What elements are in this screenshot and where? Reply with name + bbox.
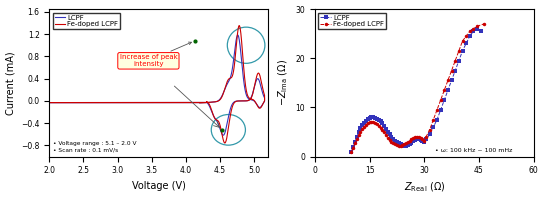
- LCPF: [243, 94, 250, 96]
- Line: Fe-doped LCPF: Fe-doped LCPF: [50, 26, 264, 143]
- Line: Fe-doped LCPF: Fe-doped LCPF: [350, 22, 486, 153]
- LCPF: [348, 150, 355, 153]
- Fe-doped LCPF: [200, 101, 207, 104]
- X-axis label: $Z_\mathregular{Real}$ $(\Omega)$: $Z_\mathregular{Real}$ $(\Omega)$: [404, 181, 445, 194]
- Line: LCPF: LCPF: [350, 27, 483, 153]
- Fe-doped LCPF: [243, 89, 250, 92]
- Fe-doped LCPF: [348, 150, 355, 153]
- Legend: LCPF, Fe-doped LCPF: LCPF, Fe-doped LCPF: [53, 13, 120, 29]
- LCPF: [221, 134, 227, 136]
- Fe-doped LCPF: [481, 23, 487, 25]
- LCPF: [375, 118, 382, 121]
- LCPF: [220, 134, 226, 136]
- LCPF: [234, 34, 241, 36]
- Legend: LCPF, Fe-doped LCPF: LCPF, Fe-doped LCPF: [318, 13, 386, 29]
- LCPF: [474, 28, 480, 30]
- Fe-doped LCPF: [354, 138, 360, 141]
- Fe-doped LCPF: [46, 101, 53, 104]
- Fe-doped LCPF: [220, 140, 227, 143]
- LCPF: [196, 102, 203, 104]
- Text: • ω: 100 kHz ~ 100 mHz: • ω: 100 kHz ~ 100 mHz: [435, 148, 512, 153]
- Fe-doped LCPF: [46, 101, 53, 104]
- LCPF: [352, 141, 358, 143]
- X-axis label: Voltage (V): Voltage (V): [132, 181, 186, 191]
- LCPF: [46, 101, 53, 104]
- LCPF: [354, 136, 360, 138]
- Fe-doped LCPF: [127, 101, 133, 104]
- Text: Increase of peak
intensity: Increase of peak intensity: [120, 42, 191, 67]
- Fe-doped LCPF: [221, 142, 228, 144]
- Fe-doped LCPF: [417, 137, 424, 140]
- Fe-doped LCPF: [392, 143, 398, 145]
- LCPF: [127, 101, 133, 104]
- Fe-doped LCPF: [236, 24, 243, 27]
- LCPF: [419, 140, 426, 142]
- Fe-doped LCPF: [250, 99, 257, 101]
- LCPF: [417, 139, 424, 141]
- Text: • Voltage range : 5.1 – 2.0 V
• Scan rate : 0.1 mV/s: • Voltage range : 5.1 – 2.0 V • Scan rat…: [53, 141, 136, 153]
- LCPF: [392, 140, 398, 142]
- Y-axis label: Current (mA): Current (mA): [5, 51, 16, 115]
- Fe-doped LCPF: [375, 124, 382, 127]
- Line: LCPF: LCPF: [50, 35, 264, 135]
- LCPF: [250, 99, 257, 102]
- LCPF: [46, 101, 53, 104]
- Fe-doped LCPF: [196, 102, 203, 104]
- LCPF: [200, 101, 207, 104]
- Fe-doped LCPF: [352, 142, 358, 144]
- Fe-doped LCPF: [419, 138, 426, 141]
- Y-axis label: $-Z_\mathregular{Ima}$ $(\Omega)$: $-Z_\mathregular{Ima}$ $(\Omega)$: [276, 59, 290, 106]
- LCPF: [478, 30, 484, 32]
